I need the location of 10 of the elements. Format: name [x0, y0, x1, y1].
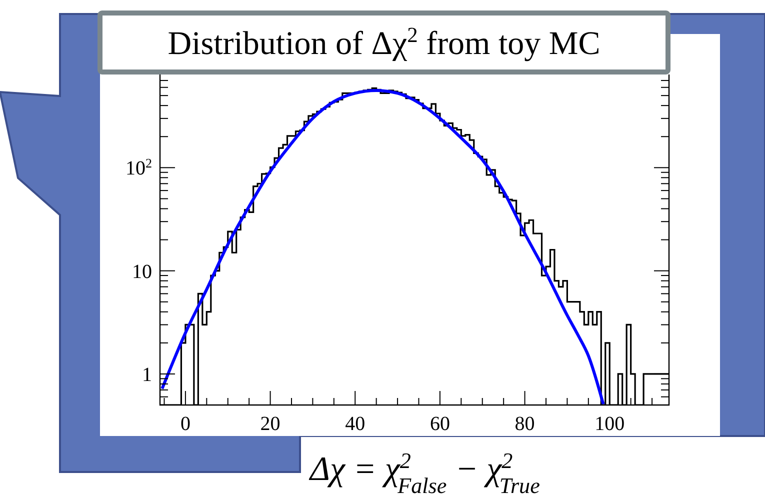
x-tick-label: 80	[514, 413, 535, 435]
chart-title: Distribution of Δχ$^{2}$ from toy MC	[168, 23, 600, 62]
y-tick-label: 10$^{2}$	[126, 155, 152, 180]
y-tick-label: 1	[142, 364, 152, 386]
x-tick-label: 100	[594, 413, 625, 435]
y-tick-label: 10	[132, 260, 152, 283]
x-tick-label: 0	[180, 413, 190, 435]
x-tick-label: 60	[430, 413, 450, 435]
x-tick-label: 40	[345, 413, 366, 435]
x-tick-label: 20	[260, 413, 280, 435]
